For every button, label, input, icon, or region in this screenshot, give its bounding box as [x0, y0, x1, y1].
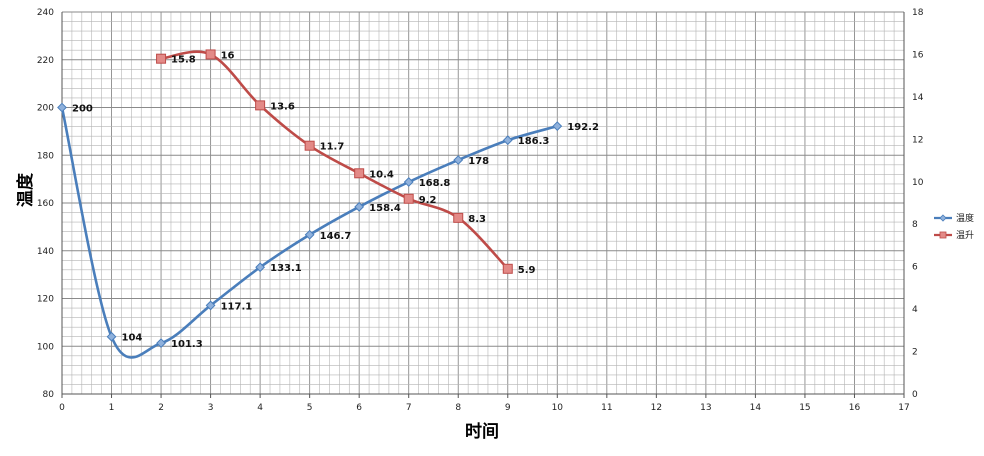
- x-tick-label: 9: [505, 403, 511, 413]
- x-tick-label: 6: [356, 403, 362, 413]
- legend-label: 温升: [956, 230, 974, 241]
- y-tick-label: 240: [37, 8, 54, 18]
- data-label: 16: [221, 50, 235, 61]
- data-label: 5.9: [518, 265, 536, 276]
- x-tick-label: 0: [59, 403, 65, 413]
- data-point-square: [255, 100, 266, 111]
- data-point-square: [205, 49, 216, 60]
- data-point-diamond: [552, 121, 563, 132]
- y-tick-label: 220: [37, 56, 54, 66]
- data-point-square: [156, 53, 167, 64]
- data-label: 178: [468, 156, 489, 167]
- x-tick-label: 1: [109, 403, 115, 413]
- y-tick-label: 100: [37, 342, 54, 352]
- data-point-diamond: [304, 229, 315, 240]
- data-point-diamond: [57, 102, 67, 113]
- y-tick-label: 200: [37, 104, 54, 114]
- data-point-diamond: [106, 331, 117, 342]
- series-lines: [57, 49, 563, 359]
- gridlines: [61, 11, 905, 395]
- y2-tick-label: 0: [912, 390, 918, 400]
- data-label: 186.3: [518, 136, 550, 147]
- data-point-square: [354, 168, 365, 179]
- data-point-diamond: [502, 135, 513, 146]
- data-point-diamond: [453, 155, 464, 165]
- data-point-diamond: [156, 338, 166, 349]
- y2-tick-label: 4: [912, 305, 918, 315]
- y2-tick-label: 8: [912, 220, 918, 230]
- data-label: 200: [72, 104, 93, 115]
- axes: 0 1 2 3 4 5 6 7 8 9 10 11 12 13 14 15 16 1780100120140160…: [37, 8, 924, 413]
- data-label: 117.1: [221, 301, 253, 312]
- data-point-square: [502, 263, 513, 274]
- data-point-diamond: [354, 201, 365, 212]
- data-labels: 200 104 101.3 117.1 133.1 146.7 158.4 168.8 178 1…: [72, 50, 599, 350]
- x-tick-label: 17: [898, 403, 909, 413]
- data-point-square: [403, 193, 414, 204]
- y-tick-label: 160: [37, 199, 54, 209]
- x-tick-label: 3: [208, 403, 214, 413]
- y-tick-label: 180: [37, 151, 54, 161]
- data-label: 146.7: [320, 231, 352, 242]
- y2-tick-label: 18: [912, 8, 924, 18]
- data-point-square: [304, 140, 315, 151]
- x-tick-label: 15: [799, 403, 810, 413]
- y-tick-label: 120: [37, 295, 54, 305]
- y2-tick-label: 16: [912, 50, 924, 60]
- x-tick-label: 12: [651, 403, 662, 413]
- data-point-diamond: [255, 262, 266, 273]
- y-axis-title: 温度: [15, 172, 36, 207]
- y2-tick-label: 12: [912, 135, 923, 145]
- legend-marker-square: [939, 231, 947, 239]
- x-tick-label: 13: [700, 403, 711, 413]
- data-label: 8.3: [468, 214, 486, 225]
- y2-tick-label: 6: [912, 263, 918, 273]
- y-tick-label: 80: [43, 390, 55, 400]
- y-tick-label: 140: [37, 247, 54, 257]
- x-tick-label: 7: [406, 403, 412, 413]
- x-axis-title: 时间: [465, 421, 499, 442]
- data-label: 101.3: [171, 339, 203, 350]
- data-label: 158.4: [369, 203, 401, 214]
- data-label: 133.1: [270, 263, 302, 274]
- x-tick-label: 10: [552, 403, 564, 413]
- data-label: 9.2: [419, 195, 437, 206]
- x-tick-label: 4: [257, 403, 263, 413]
- y2-tick-label: 10: [912, 178, 924, 188]
- x-tick-label: 11: [601, 403, 612, 413]
- data-label: 104: [122, 333, 143, 344]
- x-tick-label: 2: [158, 403, 164, 413]
- y2-tick-label: 14: [912, 93, 924, 103]
- data-point-diamond: [205, 300, 216, 311]
- x-tick-label: 8: [455, 403, 461, 413]
- legend-label: 温度: [956, 212, 974, 224]
- legend-marker-diamond: [939, 214, 947, 222]
- data-label: 192.2: [567, 122, 599, 133]
- x-tick-label: 5: [307, 403, 313, 413]
- x-tick-label: 16: [849, 403, 861, 413]
- data-label: 15.8: [171, 55, 196, 66]
- y2-tick-label: 2: [912, 348, 918, 358]
- data-label: 13.6: [270, 101, 295, 112]
- data-label: 11.7: [320, 142, 345, 153]
- data-point-diamond: [403, 177, 414, 187]
- x-tick-label: 14: [750, 403, 762, 413]
- data-label: 10.4: [369, 169, 394, 180]
- data-label: 168.8: [419, 178, 451, 189]
- data-point-square: [453, 212, 464, 223]
